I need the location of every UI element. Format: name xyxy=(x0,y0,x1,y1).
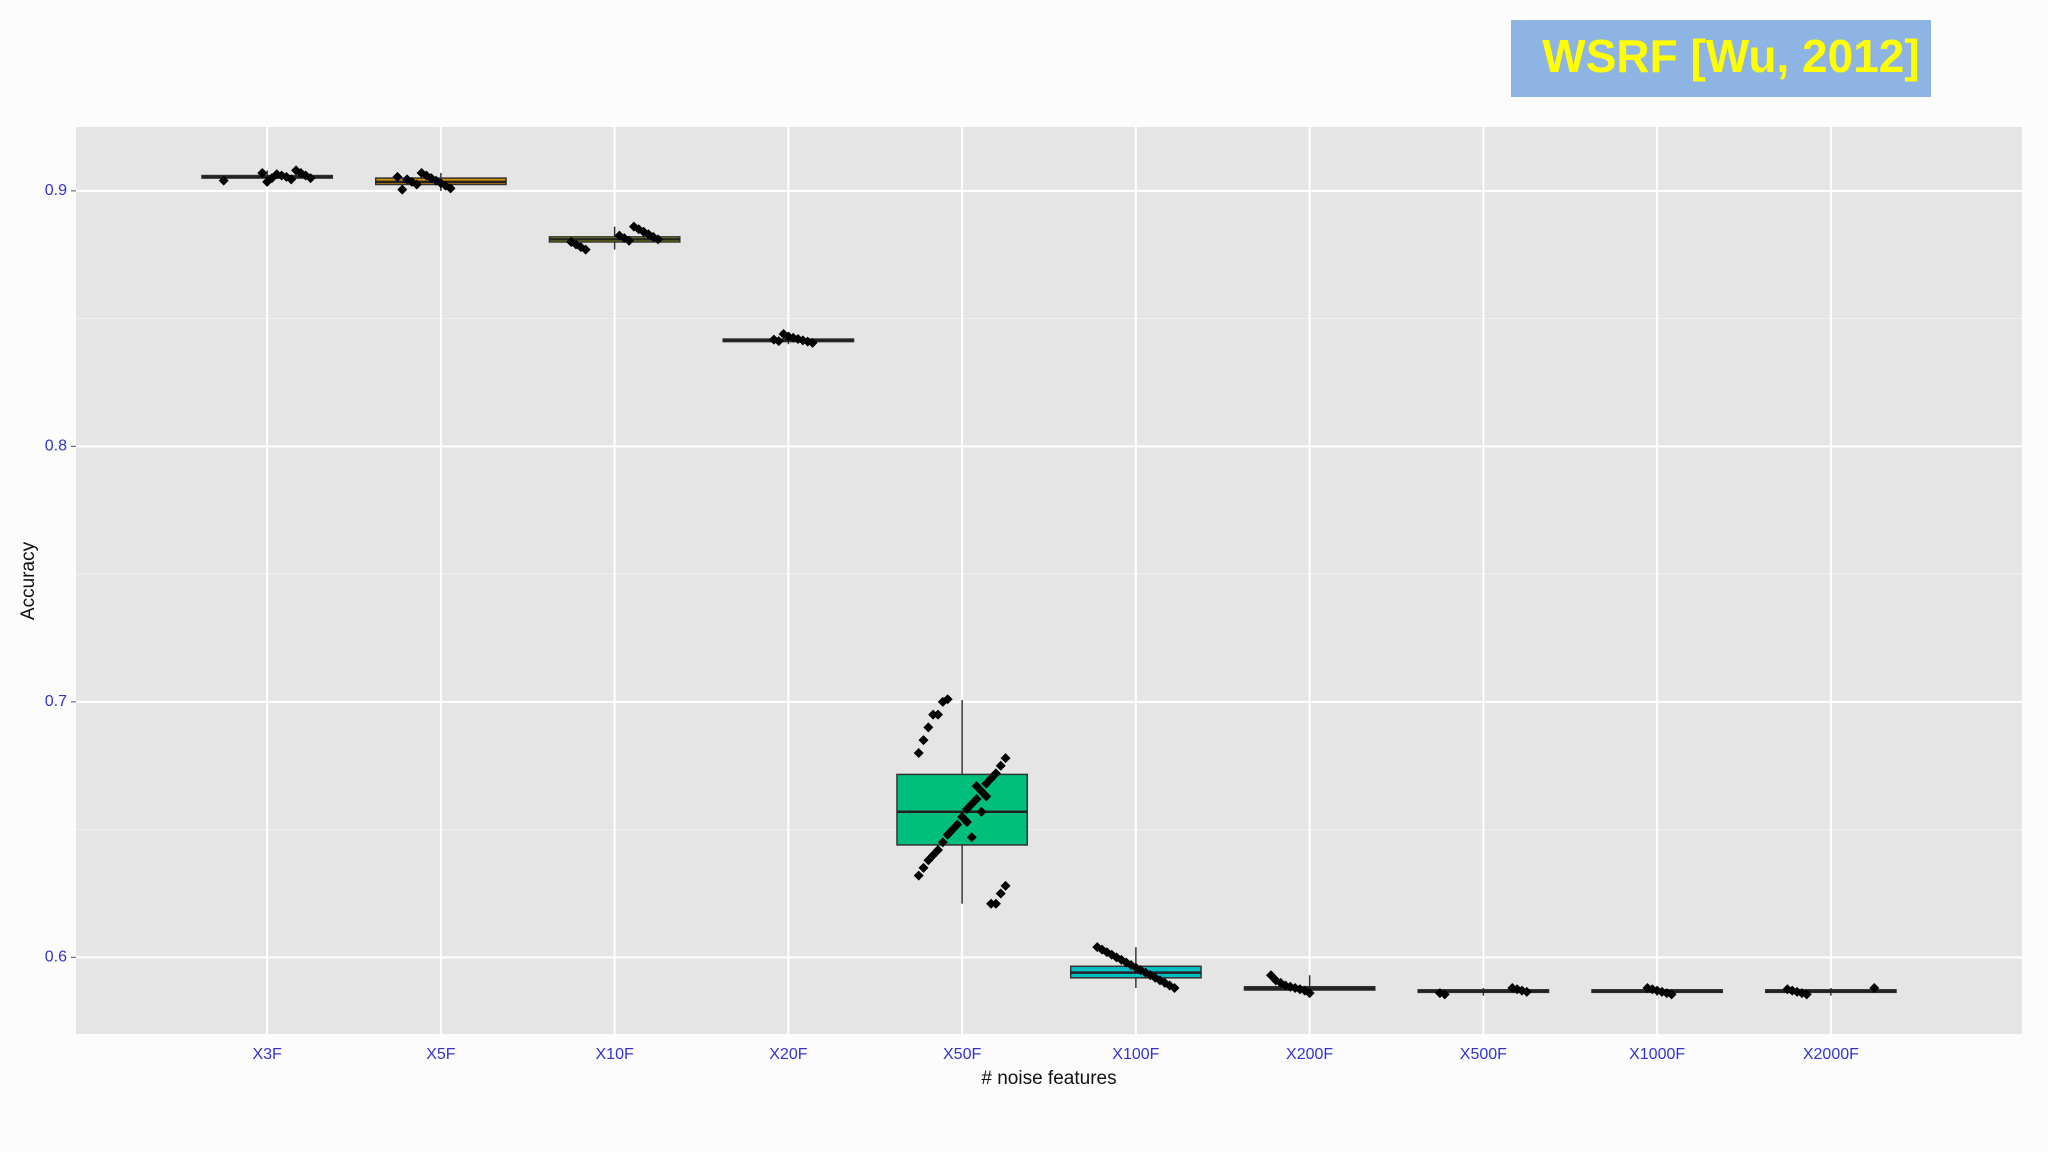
plot-panel xyxy=(76,127,2022,1034)
x-axis-label: # noise features xyxy=(981,1068,1116,1089)
point xyxy=(778,328,789,339)
point xyxy=(1869,983,1880,994)
point xyxy=(937,837,948,848)
y-tick-label: 0.6 xyxy=(45,949,67,966)
point xyxy=(942,829,953,840)
y-axis-label: Accuracy xyxy=(18,541,39,620)
point xyxy=(1642,983,1653,994)
box xyxy=(896,773,1029,846)
grid xyxy=(76,127,2022,1034)
point xyxy=(402,174,413,185)
point xyxy=(291,165,302,176)
x-tick-label: X1000F xyxy=(1629,1046,1685,1063)
point xyxy=(928,709,939,720)
point xyxy=(981,791,992,802)
x-tick-label: X50F xyxy=(943,1046,981,1063)
y-tick-label: 0.7 xyxy=(45,693,67,710)
point xyxy=(937,696,948,707)
point xyxy=(768,334,779,345)
point xyxy=(1000,880,1011,891)
point xyxy=(218,175,229,186)
y-tick-label: 0.9 xyxy=(45,182,67,199)
x-tick-label: X20F xyxy=(769,1046,807,1063)
point xyxy=(566,236,577,247)
x-tick-label: X100F xyxy=(1112,1046,1159,1063)
y-tick-label: 0.8 xyxy=(45,438,67,455)
point xyxy=(262,176,273,187)
point xyxy=(961,804,972,815)
point xyxy=(1266,970,1277,981)
point xyxy=(961,816,972,827)
point xyxy=(995,888,1006,899)
point xyxy=(913,747,924,758)
point xyxy=(1000,753,1011,764)
point xyxy=(392,171,403,182)
point xyxy=(918,735,929,746)
point xyxy=(257,167,268,178)
point xyxy=(614,230,625,241)
point xyxy=(416,167,427,178)
marks xyxy=(201,165,1897,1000)
point xyxy=(918,862,929,873)
point xyxy=(923,855,934,866)
point xyxy=(986,898,997,909)
x-tick-label: X2000F xyxy=(1803,1046,1859,1063)
point xyxy=(923,722,934,733)
badge-box xyxy=(1511,20,1931,97)
point xyxy=(1434,988,1445,999)
x-tick-label: X5F xyxy=(426,1046,456,1063)
point xyxy=(966,832,977,843)
badge: WSRF [Wu, 2012] xyxy=(1542,30,1919,82)
point xyxy=(913,870,924,881)
point xyxy=(397,184,408,195)
x-tick-label: X200F xyxy=(1286,1046,1333,1063)
point xyxy=(1507,983,1518,994)
x-tick-label: X10F xyxy=(596,1046,634,1063)
point xyxy=(971,781,982,792)
point xyxy=(1782,984,1793,995)
point xyxy=(995,760,1006,771)
point xyxy=(1092,942,1103,953)
point xyxy=(628,221,639,232)
x-tick-label: X3F xyxy=(252,1046,282,1063)
point xyxy=(981,778,992,789)
x-tick-label: X500F xyxy=(1460,1046,1507,1063)
point xyxy=(976,806,987,817)
